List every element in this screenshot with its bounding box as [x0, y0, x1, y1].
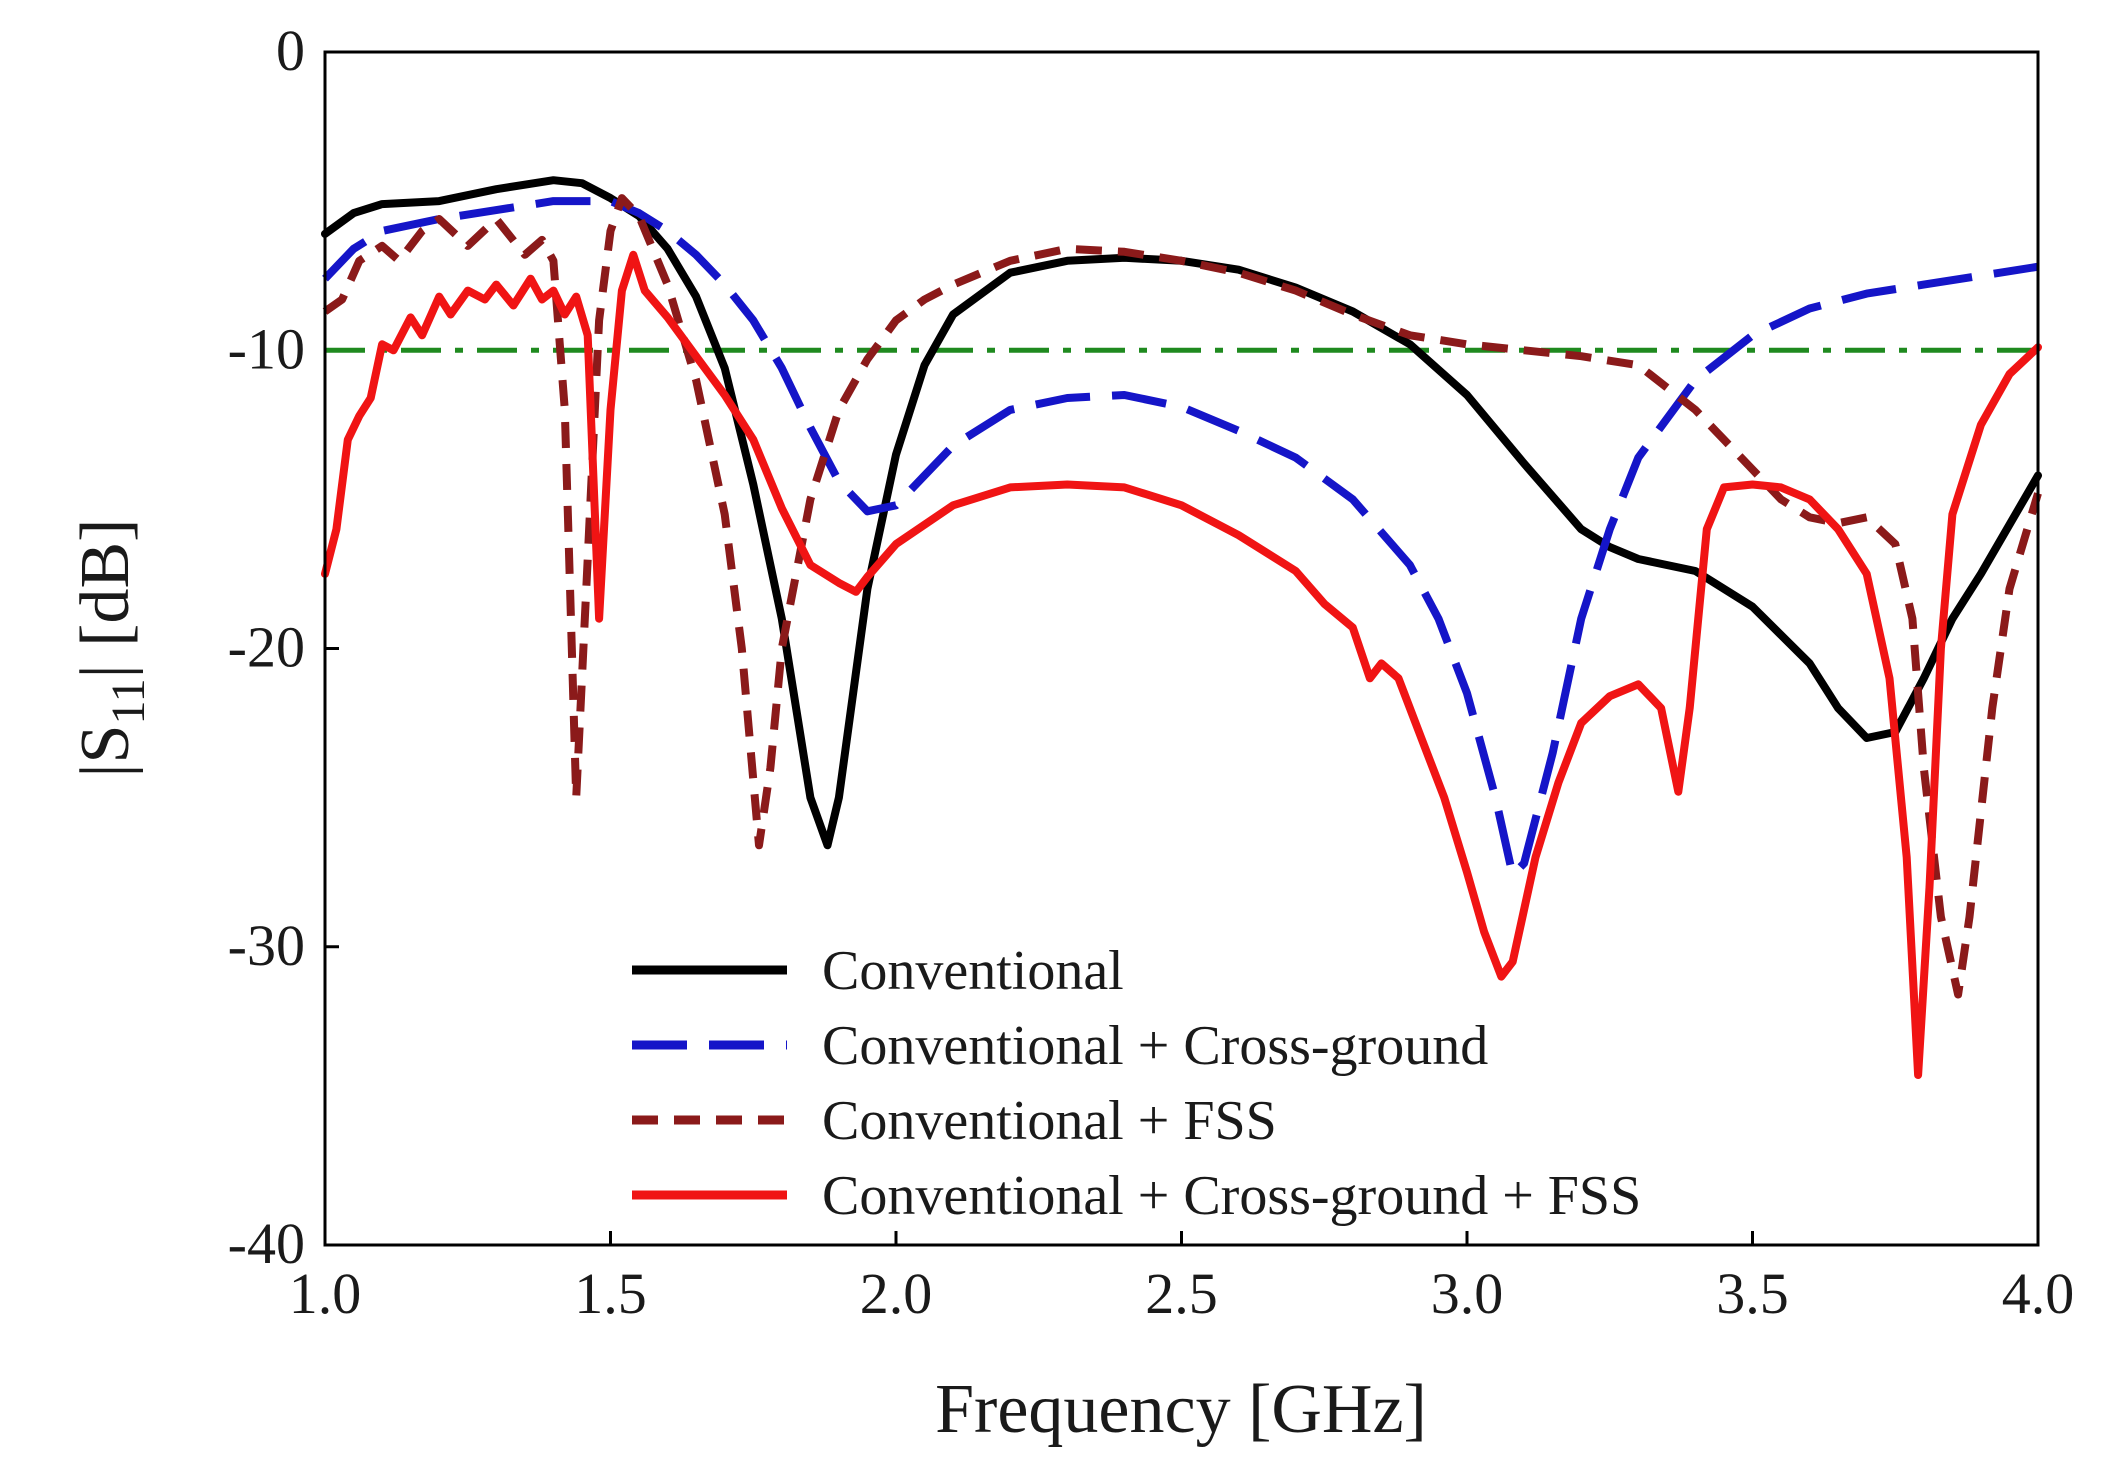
x-tick-label: 3.0: [1431, 1261, 1504, 1326]
x-tick-label: 3.5: [1716, 1261, 1789, 1326]
legend-label-conventional-fss: Conventional + FSS: [822, 1090, 1277, 1152]
series-line-conventional-fss: [322, 194, 2042, 999]
plot-frame: [323, 50, 2040, 1247]
y-axis-title-subscript: 11: [102, 678, 155, 724]
series-line-conventional-cross-ground-fss: [321, 250, 2042, 1079]
legend-label-conventional-cross-ground-fss: Conventional + Cross-ground + FSS: [822, 1165, 1641, 1227]
y-axis-ticks: 0 -10 -20 -30 -40: [228, 18, 339, 1276]
series-layer: [321, 176, 2042, 1079]
series-line-conventional-cross-ground: [322, 197, 2039, 880]
x-tick-label: 2.0: [860, 1261, 933, 1326]
y-axis-title: |S11| [dB]: [67, 519, 155, 778]
legend-label-conventional: Conventional: [822, 940, 1124, 1002]
x-axis-title: Frequency [GHz]: [935, 1371, 1427, 1448]
y-axis-title-post: | [dB]: [67, 519, 144, 679]
legend: Conventional Conventional + Cross-ground C…: [632, 940, 1641, 1227]
x-axis-ticks: 1.0 1.5 2.0 2.5 3.0 3.5 4.0: [289, 1231, 2075, 1326]
y-tick-label: -40: [228, 1211, 305, 1276]
y-tick-label: 0: [276, 18, 305, 83]
x-tick-label: 1.5: [574, 1261, 647, 1326]
x-tick-label: 1.0: [289, 1261, 362, 1326]
y-tick-label: -30: [228, 913, 305, 978]
y-tick-label: -10: [228, 316, 305, 381]
y-axis-title-pre: |S: [67, 725, 144, 778]
x-tick-label: 4.0: [2002, 1261, 2075, 1326]
legend-label-conventional-cross-ground: Conventional + Cross-ground: [822, 1015, 1488, 1077]
y-tick-label: -20: [228, 615, 305, 680]
x-tick-label: 2.5: [1145, 1261, 1218, 1326]
